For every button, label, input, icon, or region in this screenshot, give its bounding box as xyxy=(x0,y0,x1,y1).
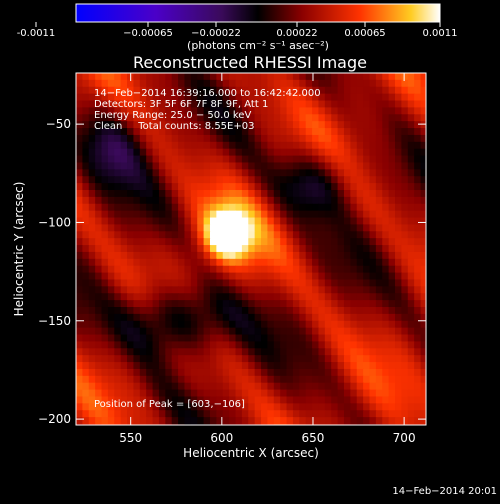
colorbar-tick-label: 0.0011 xyxy=(423,28,458,39)
colorbar-tick-label: 0.00065 xyxy=(344,28,385,39)
x-tick-label: 550 xyxy=(119,431,142,445)
colorbar-tick-label: -0.0011 xyxy=(17,28,56,39)
y-tick-label: −100 xyxy=(38,215,71,229)
x-tick-label: 700 xyxy=(393,431,416,445)
colorbar xyxy=(75,3,441,23)
y-axis-label: Heliocentric Y (arcsec) xyxy=(12,182,26,317)
annotation-time-range: 14−Feb−2014 16:39:16.000 to 16:42:42.000 xyxy=(94,88,321,99)
y-tick-label: −200 xyxy=(38,412,71,426)
annotation-energy-range: Energy Range: 25.0 − 50.0 keV xyxy=(94,110,251,121)
peak-position-label: Position of Peak = [603,−106] xyxy=(94,399,245,410)
x-axis-label: Heliocentric X (arcsec) xyxy=(183,446,319,460)
colorbar-ticks: -0.0011 −0.00065 −0.00022 0.00022 0.00065 0.0… xyxy=(17,22,458,39)
heatmap-image xyxy=(76,73,426,425)
colorbar-tick-label: 0.00022 xyxy=(276,28,317,39)
x-tick-label: 600 xyxy=(210,431,233,445)
colorbar-label: (photons cm⁻² s⁻¹ asec⁻²) xyxy=(187,39,329,52)
y-tick-label: −50 xyxy=(46,117,71,131)
colorbar-tick-label: −0.00022 xyxy=(191,28,241,39)
plot-frame xyxy=(75,72,427,426)
annotation-detectors: Detectors: 3F 5F 6F 7F 8F 9F, Att 1 xyxy=(94,99,268,110)
axis-ticks: 550 600 650 700 −50 −100 −150 −200 xyxy=(38,73,426,445)
annotation-total-counts: Clean Total counts: 8.55E+03 xyxy=(94,121,254,132)
colorbar-tick-label: −0.00065 xyxy=(123,28,173,39)
x-tick-label: 650 xyxy=(302,431,325,445)
footer-timestamp: 14−Feb−2014 20:01 xyxy=(392,486,497,497)
y-tick-label: −150 xyxy=(38,314,71,328)
chart-title: Reconstructed RHESSI Image xyxy=(133,53,367,72)
